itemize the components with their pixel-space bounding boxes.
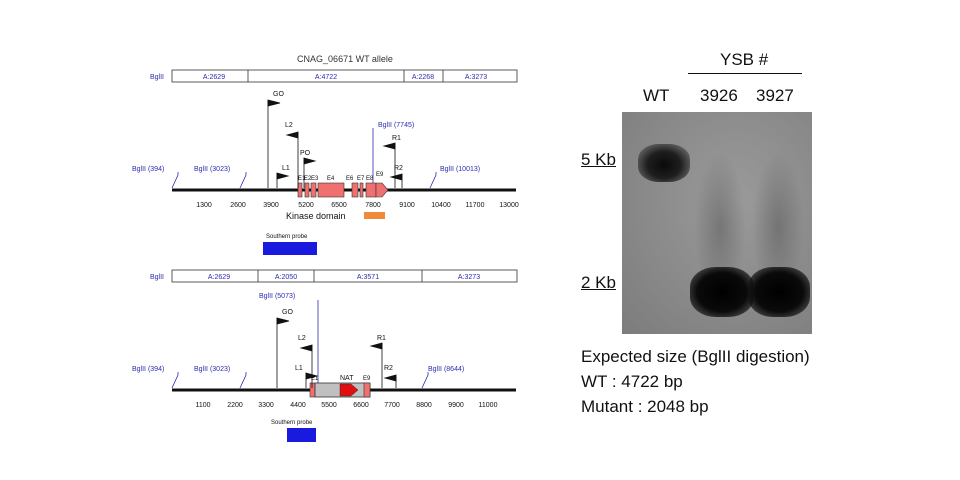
top-tick: 13000	[499, 202, 519, 209]
gel-group-label: YSB #	[720, 50, 769, 69]
top-exons	[297, 182, 389, 198]
bottom-fragment-bar: BglII A:2629 A:2050 A:3571 A:3273	[150, 269, 518, 283]
gel-band-wt-5kb	[638, 144, 690, 182]
bottom-primer-r2: R2	[384, 365, 393, 372]
gel-band-3927-2kb	[748, 267, 810, 317]
caption-expected-size: Expected size (BglII digestion)	[581, 347, 810, 366]
bottom-bglii-8644: BglII (8644)	[428, 366, 464, 373]
bottom-exon-e9-label: E9	[363, 376, 371, 382]
top-exon-e8-label: E8	[366, 176, 374, 182]
gel-band-3926-2kb	[690, 267, 754, 317]
top-bglii-394: BglII (394)	[132, 166, 164, 173]
bottom-primer-go: GO	[282, 309, 293, 316]
bottom-primers	[276, 317, 397, 388]
bottom-tick: 5500	[321, 402, 337, 409]
caption-wt-size: WT : 4722 bp	[581, 372, 683, 391]
bottom-tick: 4400	[290, 402, 306, 409]
bottom-exon-e1	[309, 382, 316, 398]
top-primers	[267, 99, 403, 188]
bottom-bglii-5073: BglII (5073)	[259, 293, 295, 300]
top-tick: 7800	[365, 202, 381, 209]
top-axis-ticks: 1300 2600 3900 5200 6500 7800 9100 10400…	[196, 202, 519, 209]
top-kinase-domain-bar	[364, 212, 385, 219]
bottom-exon-e9	[363, 382, 371, 398]
bottom-bglii-3023: BglII (3023)	[194, 366, 230, 373]
top-primer-go: GO	[273, 91, 284, 98]
top-exon-e1-label: E1	[298, 176, 306, 182]
top-map-title: CNAG_06671 WT allele	[297, 54, 393, 64]
bottom-primer-l2: L2	[298, 335, 306, 342]
gel-lane-label-wt: WT	[643, 86, 670, 105]
top-exon-e6-label: E6	[346, 176, 354, 182]
gel-marker-2kb: 2 Kb	[581, 273, 616, 292]
top-tick: 1300	[196, 202, 212, 209]
gel-group-underline	[688, 73, 802, 74]
top-bglii-10013: BglII (10013)	[440, 166, 480, 173]
bottom-axis-ticks: 1100 2200 3300 4400 5500 6600 7700 8800 …	[195, 402, 497, 409]
top-tick: 11700	[466, 202, 485, 209]
bottom-exon-e1-label: E1	[311, 376, 319, 382]
top-primer-r2: R2	[394, 165, 403, 172]
top-primer-l2: L2	[285, 122, 293, 129]
top-fragment-1: A:2629	[203, 74, 225, 81]
bottom-tick: 1100	[195, 402, 210, 409]
bottom-bglii-sites	[171, 300, 429, 389]
top-bglii-sites	[171, 128, 437, 189]
top-exon-e3-label: E3	[311, 176, 319, 182]
bottom-tick: 2200	[227, 402, 243, 409]
allele-map-diagram: CNAG_06671 WT allele BglII A:2629 A:4722…	[132, 54, 519, 442]
top-primer-l1: L1	[282, 165, 290, 172]
southern-blot-image	[622, 112, 812, 334]
bottom-nat-label: NAT	[340, 375, 354, 382]
gel-lane-label-3927: 3927	[756, 86, 794, 105]
top-tick: 2600	[230, 202, 246, 209]
top-bglii-left-label: BglII	[150, 74, 164, 81]
top-primer-po: PO	[300, 150, 311, 157]
top-primer-r1: R1	[392, 135, 401, 142]
bottom-tick: 6600	[353, 402, 369, 409]
gel-marker-5kb: 5 Kb	[581, 150, 616, 169]
bottom-southern-probe-label: Southern probe	[271, 420, 313, 426]
top-fragment-3: A:2268	[412, 74, 434, 81]
bottom-fragment-3: A:3571	[357, 274, 379, 281]
top-tick: 9100	[399, 202, 415, 209]
top-tick: 5200	[298, 202, 314, 209]
bottom-tick: 11000	[479, 402, 498, 409]
top-tick: 3900	[263, 202, 279, 209]
top-kinase-domain-label: Kinase domain	[286, 211, 346, 221]
bottom-fragment-4: A:3273	[458, 274, 480, 281]
bottom-fragment-2: A:2050	[275, 274, 297, 281]
bottom-primer-r1: R1	[377, 335, 386, 342]
top-exon-e2-label: E2	[304, 176, 312, 182]
top-exon-e4-label: E4	[327, 176, 335, 182]
top-southern-probe-label: Southern probe	[266, 234, 308, 240]
top-bglii-3023: BglII (3023)	[194, 166, 230, 173]
top-fragment-4: A:3273	[465, 74, 487, 81]
bottom-tick: 8800	[416, 402, 432, 409]
caption-mutant-size: Mutant : 2048 bp	[581, 397, 709, 416]
bottom-fragment-1: A:2629	[208, 274, 230, 281]
gel-lane-label-3926: 3926	[700, 86, 738, 105]
bottom-southern-probe-bar	[287, 428, 316, 442]
bottom-tick: 7700	[384, 402, 400, 409]
top-fragment-2: A:4722	[315, 74, 337, 81]
top-tick: 10400	[431, 202, 451, 209]
bottom-primer-l1: L1	[295, 365, 303, 372]
bottom-bglii-left-label: BglII	[150, 274, 164, 281]
bottom-tick: 9900	[448, 402, 464, 409]
top-bglii-7745: BglII (7745)	[378, 122, 414, 129]
bottom-bglii-394: BglII (394)	[132, 366, 164, 373]
top-fragment-bar: BglII A:2629 A:4722 A:2268 A:3273	[150, 69, 518, 83]
top-exon-e7-label: E7	[357, 176, 365, 182]
top-exon-e9-label: E9	[376, 172, 384, 178]
top-tick: 6500	[331, 202, 347, 209]
bottom-nat-arrow	[339, 383, 359, 397]
bottom-tick: 3300	[258, 402, 274, 409]
top-southern-probe-bar	[263, 242, 317, 255]
